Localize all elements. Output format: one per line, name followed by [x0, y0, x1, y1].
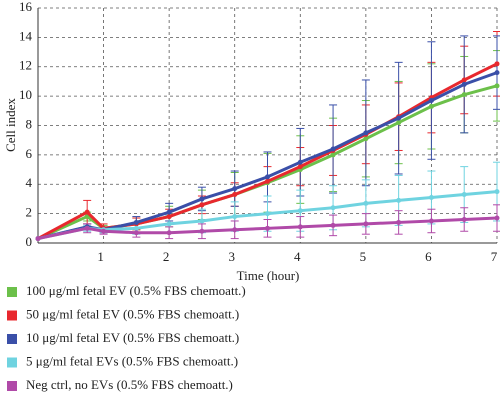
point	[199, 228, 205, 234]
point	[363, 130, 369, 136]
point	[396, 120, 402, 126]
point	[363, 136, 369, 142]
point	[494, 215, 500, 221]
y-tick-label: 14	[19, 28, 33, 43]
point	[494, 61, 500, 67]
point	[199, 218, 205, 224]
point	[461, 77, 467, 83]
point	[428, 218, 434, 224]
point	[84, 209, 90, 215]
point	[133, 219, 139, 225]
point	[428, 98, 434, 104]
point	[166, 230, 172, 236]
point	[265, 225, 270, 231]
legend-label: 100 μg/ml fetal EV (0.5% FBS chemoatt.)	[26, 283, 246, 298]
x-tick-label: 5	[360, 249, 367, 264]
point	[232, 192, 238, 198]
point	[330, 152, 336, 158]
legend-swatch	[7, 357, 17, 368]
point	[461, 92, 467, 98]
y-axis-label: Cell index	[3, 98, 18, 152]
y-tick-label: 10	[19, 87, 32, 102]
point	[101, 228, 107, 234]
legend-label: Neg ctrl, no EVs (0.5% FBS chemoatt.)	[26, 377, 233, 392]
point	[297, 159, 303, 165]
legend-swatch	[7, 334, 17, 344]
point	[494, 189, 500, 195]
x-axis-label: Time (hour)	[237, 268, 300, 283]
y-tick-label: 4	[26, 175, 33, 190]
point	[35, 236, 41, 242]
legend-swatch	[7, 381, 17, 391]
point	[199, 196, 205, 202]
point	[363, 221, 369, 227]
y-tick-label: 0	[26, 234, 33, 249]
point	[84, 225, 90, 231]
point	[494, 83, 500, 89]
point	[297, 208, 303, 214]
x-tick-label: 3	[228, 249, 235, 264]
y-tick-label: 16	[19, 0, 33, 14]
point	[396, 115, 402, 121]
point	[232, 186, 238, 192]
x-tick-label: 2	[163, 249, 170, 264]
point	[330, 205, 336, 211]
point	[265, 211, 270, 217]
point	[166, 214, 172, 220]
point	[133, 225, 139, 231]
y-tick-label: 8	[26, 116, 33, 131]
point	[166, 221, 172, 227]
x-tick-label: 7	[491, 249, 498, 264]
point	[166, 209, 172, 215]
point	[428, 103, 434, 109]
y-tick-label: 12	[19, 58, 32, 73]
point	[363, 200, 369, 206]
point	[297, 164, 303, 170]
point	[232, 214, 238, 220]
point	[461, 192, 467, 198]
point	[297, 224, 303, 230]
x-tick-label: 1	[97, 249, 104, 264]
point	[428, 194, 434, 200]
point	[265, 174, 270, 180]
point	[199, 202, 205, 208]
point	[232, 227, 238, 233]
point	[396, 197, 402, 203]
point	[330, 222, 336, 228]
x-tick-label: 6	[425, 249, 432, 264]
point	[494, 70, 500, 76]
point	[461, 81, 467, 87]
point	[133, 230, 139, 236]
point	[461, 217, 467, 222]
legend-label: 50 μg/ml fetal EV (0.5% FBS chemoatt.)	[26, 306, 239, 321]
x-tick-label: 4	[294, 249, 301, 264]
legend-swatch	[7, 310, 17, 321]
y-tick-label: 2	[26, 205, 33, 220]
point	[330, 146, 336, 152]
y-tick-label: 6	[26, 146, 33, 161]
point	[396, 219, 402, 225]
legend-label: 5 μg/ml fetal EVs (0.5% FBS chemoatt.)	[26, 353, 238, 368]
legend-swatch	[7, 287, 17, 297]
point	[265, 178, 270, 184]
legend-label: 10 μg/ml fetal EV (0.5% FBS chemoatt.)	[26, 330, 239, 345]
